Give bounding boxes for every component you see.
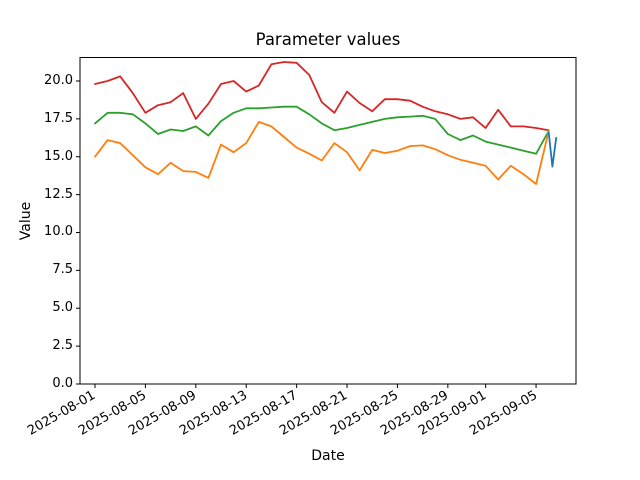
series-lines <box>94 61 558 185</box>
plot-border <box>79 57 577 385</box>
y-tick-label: 2.5 <box>52 338 73 354</box>
chart-title: Parameter values <box>255 30 401 49</box>
series-blue-line <box>547 131 558 168</box>
y-tick-label: 17.5 <box>44 110 73 126</box>
series-green-line <box>94 105 550 155</box>
y-tick-label: 7.5 <box>52 262 73 278</box>
series-red-line <box>94 61 550 132</box>
x-axis-label: Date <box>311 448 345 464</box>
y-tick-label: 5.0 <box>52 300 73 316</box>
y-tick-label: 12.5 <box>44 186 73 202</box>
tick-marks <box>76 80 537 388</box>
y-tick-label: 0.0 <box>52 376 73 391</box>
y-tick-label: 10.0 <box>44 224 73 240</box>
y-tick-label: 20.0 <box>44 72 73 88</box>
y-tick-label: 15.0 <box>44 148 73 164</box>
series-orange-line <box>94 121 550 185</box>
